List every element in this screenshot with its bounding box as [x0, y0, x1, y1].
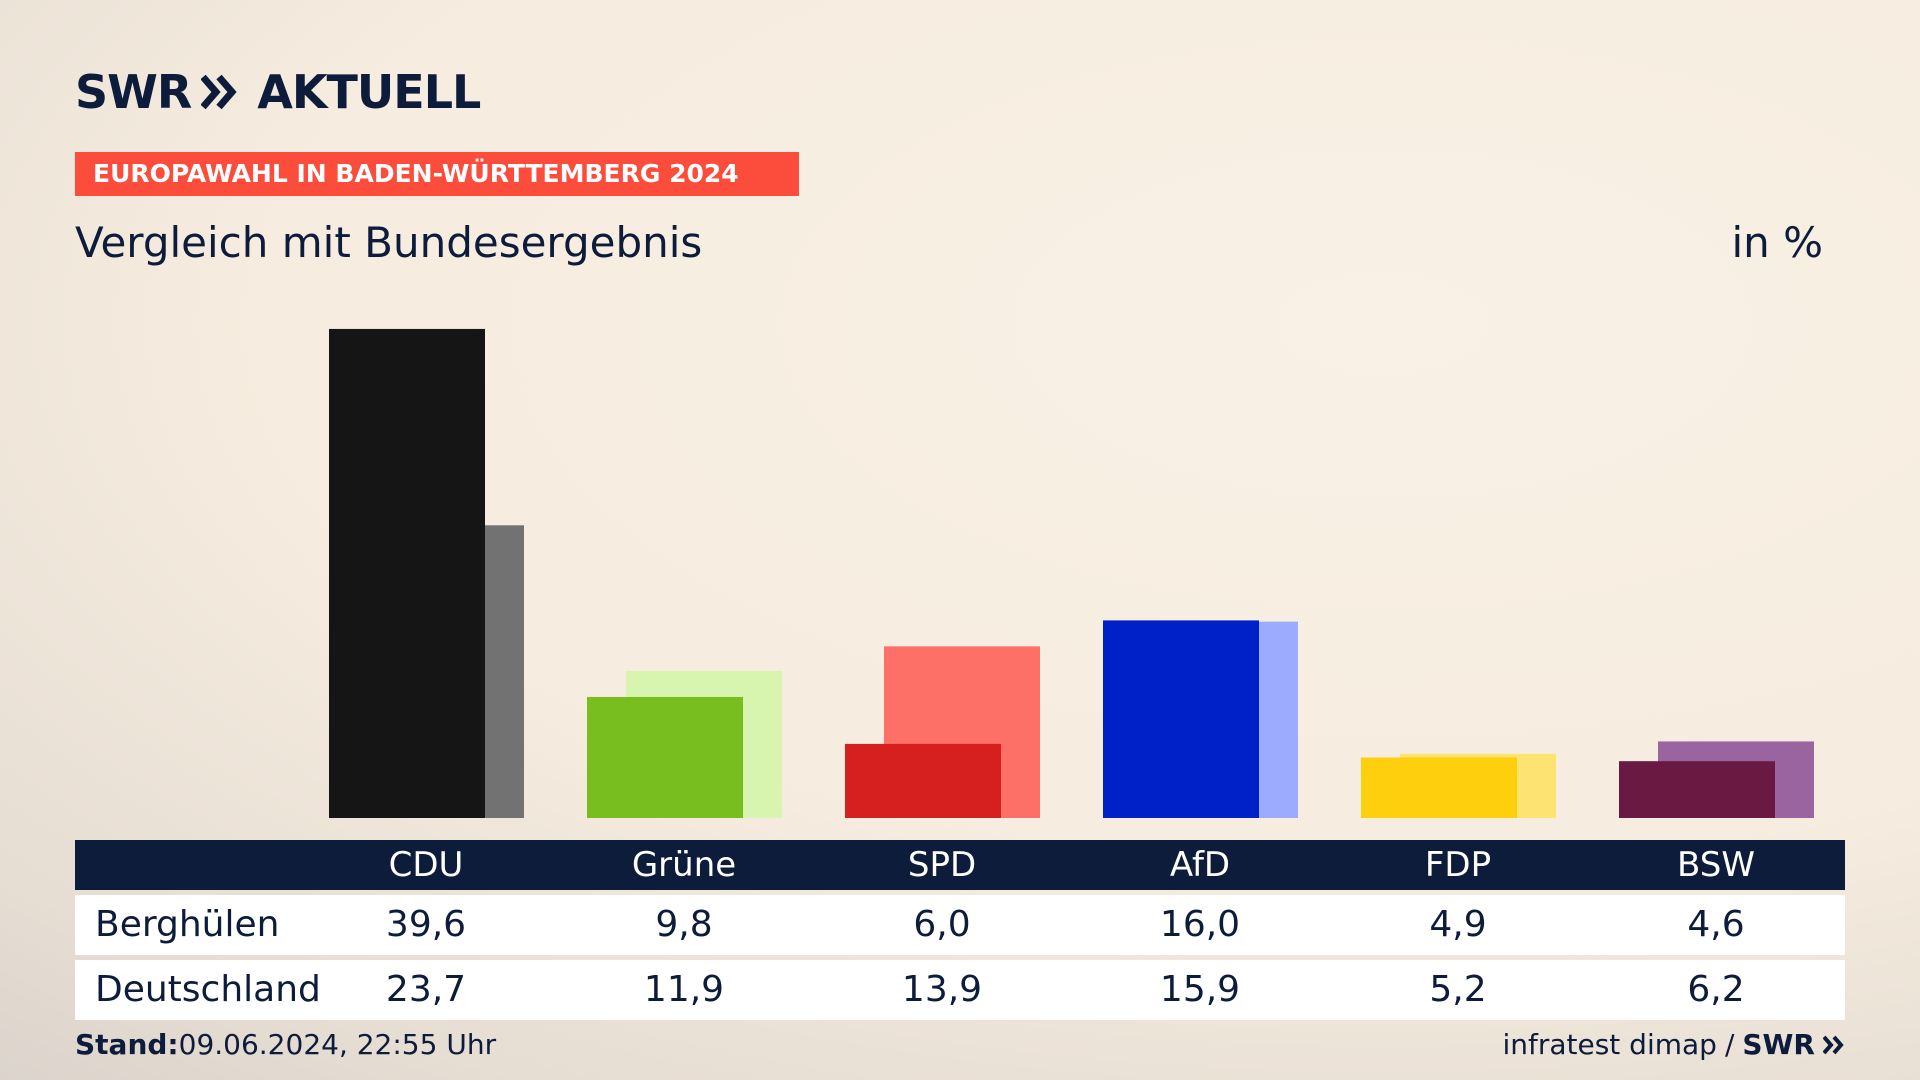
bar-fdp-berghuelen [1361, 757, 1517, 818]
logo-aktuell-text: AKTUELL [257, 65, 481, 119]
double-chevron-icon [1823, 1035, 1844, 1054]
party-header-cdu: CDU [388, 845, 464, 885]
row-label-deutschland: Deutschland [95, 969, 321, 1010]
value-cell: 6,0 [913, 904, 971, 945]
bar-bsw-berghuelen [1619, 761, 1775, 818]
timestamp: Stand:09.06.2024, 22:55 Uhr [75, 1028, 496, 1061]
double-chevron-icon [201, 74, 237, 110]
source-credit: infratest dimap / SWR [1502, 1028, 1845, 1061]
logo-swr-text: SWR [75, 65, 192, 119]
stand-label: Stand: [75, 1028, 179, 1061]
party-header-fdp: FDP [1424, 845, 1492, 885]
value-cell: 39,6 [385, 904, 467, 945]
table-row-deutschland: Deutschland 23,7 11,9 13,9 15,9 5,2 6,2 [75, 960, 1845, 1020]
bar-afd-berghuelen [1103, 620, 1259, 818]
bar-spd-berghuelen [845, 743, 1001, 818]
table-header: CDU Grüne SPD AfD FDP BSW [75, 840, 1845, 890]
bar-chart [329, 328, 1814, 818]
value-cell: 15,9 [1159, 969, 1241, 1010]
party-header-bsw: BSW [1677, 845, 1755, 885]
value-cell: 16,0 [1159, 904, 1241, 945]
value-cell: 4,9 [1429, 904, 1487, 945]
chart-subtitle: Vergleich mit Bundesergebnis [75, 218, 703, 267]
bar-cdu-berghuelen [329, 328, 485, 818]
value-cell: 5,2 [1429, 969, 1487, 1010]
bar-gruene-berghuelen [587, 696, 743, 818]
value-cell: 9,8 [655, 904, 713, 945]
value-cell: 6,2 [1687, 969, 1745, 1010]
value-cell: 13,9 [901, 969, 983, 1010]
source-text: infratest dimap [1502, 1028, 1717, 1061]
table-row-berghuelen: Berghülen 39,6 9,8 6,0 16,0 4,9 4,6 [75, 895, 1845, 955]
results-table: CDU Grüne SPD AfD FDP BSW Berghülen 39,6… [75, 840, 1845, 1020]
party-header-afd: AfD [1169, 845, 1231, 885]
source-separator: / [1724, 1028, 1735, 1061]
unit-label: in % [1731, 218, 1823, 267]
row-label-berghuelen: Berghülen [95, 904, 280, 945]
value-cell: 4,6 [1687, 904, 1745, 945]
value-cell: 23,7 [385, 969, 467, 1010]
party-header-spd: SPD [907, 845, 977, 885]
stand-value: 09.06.2024, 22:55 Uhr [178, 1028, 497, 1061]
value-cell: 11,9 [643, 969, 725, 1010]
party-header-gruene: Grüne [631, 845, 737, 885]
footer-brand: SWR [1742, 1028, 1815, 1061]
election-badge: EUROPAWAHL IN BADEN-WÜRTTEMBERG 2024 [75, 152, 799, 196]
swr-aktuell-logo: SWR AKTUELL [75, 65, 481, 119]
